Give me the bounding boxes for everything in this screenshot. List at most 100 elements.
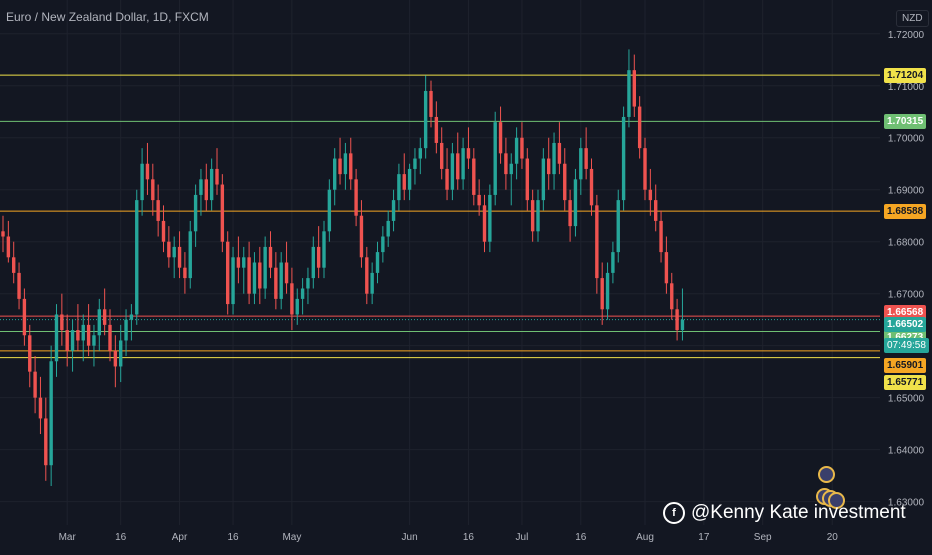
x-tick-label: 16 — [115, 532, 127, 543]
candle-body — [65, 330, 69, 351]
event-flag-icon[interactable] — [818, 466, 835, 483]
candle-body — [541, 158, 546, 201]
candle-body — [199, 179, 203, 195]
candle-body — [252, 262, 257, 294]
candle-body — [49, 361, 53, 466]
candle-body — [220, 184, 225, 242]
x-tick-label: 17 — [698, 532, 710, 543]
candle-body — [632, 70, 636, 107]
candle-body — [584, 148, 588, 169]
candle-body — [648, 189, 653, 201]
candle-body — [316, 246, 321, 268]
price-level-tag: 1.66568 — [884, 305, 927, 321]
candle-body — [12, 257, 16, 273]
candle-body — [349, 153, 353, 180]
candle-body — [504, 153, 508, 175]
candle-body — [81, 324, 85, 341]
candle-body — [365, 257, 369, 294]
x-tick-label: Mar — [59, 532, 77, 543]
candle-body — [86, 324, 91, 346]
candle-body — [204, 179, 208, 201]
event-flag-icon[interactable] — [828, 492, 845, 509]
candles — [1, 49, 685, 487]
candle-body — [92, 335, 96, 346]
candle-body — [595, 205, 599, 279]
brand-logo-icon: f — [663, 502, 685, 524]
candle-body — [274, 267, 278, 299]
candle-body — [129, 314, 134, 320]
candle-body — [322, 231, 326, 268]
price-level-tag: 1.65901 — [884, 357, 927, 373]
candle-body — [76, 330, 80, 341]
candle-body — [209, 168, 214, 201]
candle-body — [28, 335, 32, 372]
candle-body — [461, 148, 465, 180]
candle-body — [621, 116, 626, 201]
candle-body — [97, 309, 101, 336]
candle-body — [493, 122, 497, 195]
candle-body — [472, 158, 476, 195]
candle-body — [552, 142, 556, 175]
x-tick-label: 16 — [227, 532, 239, 543]
candle-body — [44, 418, 48, 466]
candle-body — [258, 262, 262, 289]
candle-body — [124, 319, 128, 341]
candle-body — [279, 262, 283, 299]
candle-body — [509, 163, 513, 175]
candle-body — [611, 252, 615, 273]
candle-body — [530, 200, 535, 232]
candle-body — [17, 272, 21, 299]
candle-body — [359, 215, 364, 258]
candle-body — [311, 246, 315, 279]
candle-body — [568, 200, 572, 227]
candle-body — [193, 194, 198, 232]
x-tick-label: Jul — [516, 532, 529, 543]
price-axis[interactable]: 1.72000 1.71000 1.70000 1.69000 1.68000 1.670… — [888, 30, 925, 509]
candle-body — [290, 283, 294, 315]
candle-body — [391, 200, 396, 221]
x-tick-label: Jun — [402, 532, 418, 543]
y-tick-label: 1.63000 — [888, 498, 925, 509]
candle-body — [434, 116, 439, 143]
candle-body — [488, 194, 492, 242]
candle-body — [466, 148, 471, 159]
y-tick-label: 1.72000 — [888, 30, 925, 41]
currency-badge[interactable]: NZD — [896, 10, 929, 27]
candle-body — [563, 163, 567, 201]
y-tick-label: 1.67000 — [888, 290, 925, 301]
candle-body — [498, 122, 503, 154]
candle-body — [6, 236, 11, 258]
x-tick-label: Aug — [636, 532, 654, 543]
candle-body — [177, 246, 182, 268]
candle-body — [664, 252, 669, 284]
candle-body — [338, 158, 342, 175]
price-level-tag: 1.70315 — [884, 114, 927, 130]
candle-body — [354, 179, 358, 216]
time-axis[interactable]: Mar 16 Apr 16 May Jun 16 Jul 16 Aug 17 Sep 20 — [59, 532, 839, 543]
candle-body — [536, 200, 540, 232]
y-tick-label: 1.71000 — [888, 82, 925, 93]
candle-body — [397, 174, 401, 201]
candle-body — [135, 200, 139, 315]
candle-body — [268, 246, 273, 268]
candle-body — [547, 158, 551, 175]
last-price-tag: 1.66502 — [884, 316, 927, 332]
candle-body — [1, 231, 5, 237]
x-tick-label: May — [282, 532, 301, 543]
candle-body — [151, 179, 155, 201]
candle-body — [654, 200, 658, 221]
candle-body — [450, 153, 455, 190]
candle-body — [226, 241, 230, 305]
candle-body — [573, 179, 578, 227]
candle-body — [236, 257, 241, 268]
candle-body — [263, 246, 267, 289]
candle-body — [306, 278, 310, 289]
y-tick-label: 1.69000 — [888, 186, 925, 197]
y-tick-label: 1.70000 — [888, 134, 925, 145]
candle-body — [675, 309, 679, 331]
candle-body — [418, 148, 422, 159]
candle-body — [627, 70, 631, 117]
candle-body — [140, 163, 144, 201]
